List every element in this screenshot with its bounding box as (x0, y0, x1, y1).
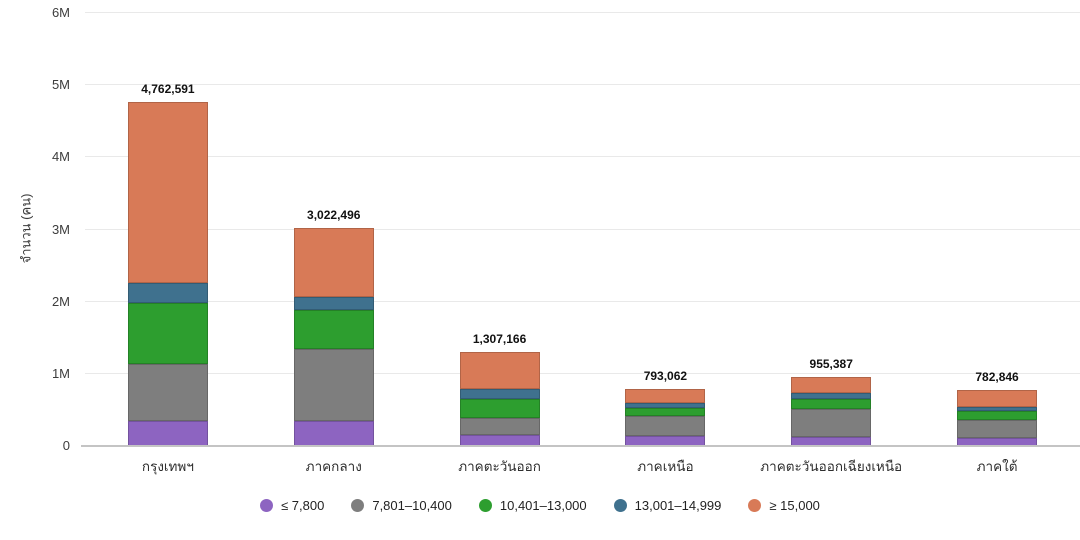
legend-item[interactable]: 7,801–10,400 (351, 498, 452, 513)
bar-segment[interactable] (293, 227, 374, 297)
gridline (85, 228, 1080, 230)
bar-segment[interactable] (957, 410, 1038, 420)
x-axis-label: ภาคกลาง (305, 459, 362, 474)
gridline (85, 12, 1080, 13)
bar-group: 4,762,591 กรุงเทพฯ (85, 13, 251, 474)
y-tick-label: 4M (51, 149, 70, 165)
bar-total-label: 782,846 (975, 369, 1019, 384)
bar-segment[interactable] (459, 417, 540, 436)
legend-item[interactable]: 13,001–14,999 (613, 498, 722, 513)
bar-group: 782,846 ภาคใต้ (914, 13, 1080, 474)
x-axis-label: ภาคใต้ (976, 459, 1018, 474)
bar-segment[interactable] (625, 403, 706, 409)
bar-segment[interactable] (459, 388, 540, 399)
bar-segment[interactable] (957, 437, 1038, 446)
stacked-bar[interactable] (293, 227, 374, 446)
bar-segment[interactable] (625, 436, 706, 446)
x-axis-label: ภาคตะวันออกเฉียงเหนือ (760, 459, 903, 474)
bar-segment[interactable] (127, 102, 208, 283)
y-tick-label: 2M (51, 293, 70, 309)
bar-group: 3,022,496 ภาคกลาง (251, 13, 417, 474)
legend-item[interactable]: 10,401–13,000 (478, 498, 587, 513)
gridline (85, 300, 1080, 302)
bar-group: 955,387 ภาคตะวันออกเฉียงเหนือ (748, 13, 914, 474)
bar-total-label: 793,062 (643, 368, 688, 383)
bar-segment[interactable] (791, 393, 872, 400)
y-tick-label: 3M (51, 221, 70, 237)
bar-total-label: 4,762,591 (141, 82, 195, 97)
stacked-bar[interactable] (625, 388, 706, 446)
legend-item[interactable]: ≥ 15,000 (748, 498, 820, 513)
bar-segment[interactable] (791, 409, 872, 437)
stacked-bar[interactable] (127, 102, 208, 446)
legend-swatch (613, 499, 627, 512)
bar-segment[interactable] (957, 419, 1038, 438)
y-tick-label: 0 (62, 438, 70, 453)
legend-swatch (260, 499, 274, 512)
legend-label: 10,401–13,000 (499, 498, 587, 513)
stacked-bar[interactable] (791, 377, 872, 446)
bar-segment[interactable] (293, 310, 374, 350)
bar-segment[interactable] (127, 303, 208, 364)
y-tick-label: 6M (51, 5, 70, 20)
legend: ≤ 7,800 7,801–10,400 10,401–13,000 13,001–1… (0, 498, 1080, 513)
legend-label: 7,801–10,400 (372, 498, 452, 513)
bar-total-label: 955,387 (809, 357, 853, 372)
bar-segment[interactable] (459, 398, 540, 418)
bar-segment[interactable] (293, 296, 374, 311)
bar-group: 1,307,166 ภาคตะวันออก (417, 13, 583, 474)
bar-segment[interactable] (791, 436, 872, 446)
bar-segment[interactable] (293, 349, 374, 422)
x-axis-line (81, 445, 1080, 447)
bar-group: 793,062 ภาคเหนือ (582, 13, 748, 474)
legend-swatch (478, 499, 492, 512)
x-axis-label: กรุงเทพฯ (141, 459, 194, 474)
y-tick-label: 1M (51, 365, 70, 381)
legend-item[interactable]: ≤ 7,800 (260, 498, 324, 513)
stacked-bar[interactable] (957, 389, 1038, 446)
legend-label: ≥ 15,000 (769, 498, 820, 513)
legend-swatch (351, 499, 365, 512)
gridline (85, 372, 1080, 374)
plot-area: 4,762,591 กรุงเทพฯ 3,022,496 ภาคกลาง 1,307,1… (81, 12, 1080, 474)
legend-label: 13,001–14,999 (634, 498, 722, 513)
bar-segment[interactable] (459, 435, 540, 446)
bar-segment[interactable] (293, 421, 374, 446)
bar-segment[interactable] (957, 389, 1038, 407)
y-axis-labels: 0 1M 2M 3M 4M 5M 6M (0, 6, 70, 452)
stacked-bar[interactable] (459, 351, 540, 446)
bar-segment[interactable] (625, 388, 706, 404)
bar-segment[interactable] (459, 351, 540, 389)
bar-segment[interactable] (625, 416, 706, 437)
x-axis-label: ภาคเหนือ (637, 459, 694, 474)
bar-total-label: 1,307,166 (472, 331, 527, 346)
bar-segment[interactable] (127, 420, 208, 446)
legend-swatch (748, 499, 762, 512)
bar-segment[interactable] (625, 408, 706, 417)
x-axis-label: ภาคตะวันออก (458, 459, 541, 474)
y-tick-label: 5M (51, 77, 70, 93)
bar-segment[interactable] (791, 377, 872, 394)
bar-segment[interactable] (127, 282, 208, 304)
bar-segment[interactable] (127, 363, 208, 421)
bar-segment[interactable] (791, 399, 872, 410)
gridline (85, 156, 1080, 158)
legend-label: ≤ 7,800 (281, 498, 325, 513)
bar-total-label: 3,022,496 (307, 207, 361, 222)
gridline (85, 84, 1080, 86)
bar-segment[interactable] (957, 406, 1038, 411)
bars: 4,762,591 กรุงเทพฯ 3,022,496 ภาคกลาง 1,307,1… (85, 13, 1080, 474)
